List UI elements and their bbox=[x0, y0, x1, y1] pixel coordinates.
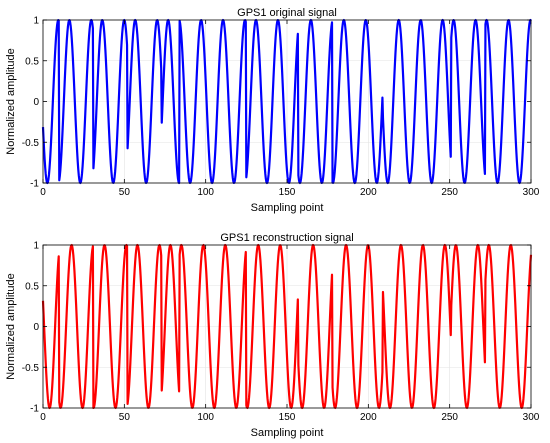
x-tick-label: 150 bbox=[279, 187, 296, 198]
y-tick-label: -1 bbox=[30, 404, 39, 415]
x-tick-label: 0 bbox=[40, 187, 46, 198]
x-tick-label: 100 bbox=[197, 187, 214, 198]
x-tick-label: 250 bbox=[441, 412, 458, 423]
x-tick-label: 300 bbox=[523, 187, 540, 198]
x-tick-label: 250 bbox=[441, 187, 458, 198]
chart-title: GPS1 reconstruction signal bbox=[220, 232, 353, 244]
y-tick-label: 1 bbox=[33, 241, 39, 252]
x-tick-label: 200 bbox=[360, 187, 377, 198]
x-tick-label: 300 bbox=[523, 412, 540, 423]
series-line-2-1 bbox=[41, 243, 533, 410]
y-axis-label: Normalized amplitude bbox=[5, 273, 17, 379]
x-tick-label: 200 bbox=[360, 412, 377, 423]
y-tick-label: -0.5 bbox=[22, 138, 40, 149]
chart-panel-2: 0 50 100 150 200 250 300 -1 -0.5 0 0.5 1 GPS1 recons… bbox=[5, 232, 540, 439]
y-tick-label: 0 bbox=[33, 322, 39, 333]
y-tick-label: 0.5 bbox=[25, 56, 39, 67]
y-tick-label: -1 bbox=[30, 179, 39, 190]
x-tick-label: 150 bbox=[279, 412, 296, 423]
chart-title: GPS1 original signal bbox=[237, 7, 337, 19]
y-tick-label: 1 bbox=[33, 16, 39, 27]
x-tick-label: 0 bbox=[40, 412, 46, 423]
chart-panel-1: 0 50 100 150 200 250 300 -1 -0.5 0 0.5 1 GPS1 origin… bbox=[5, 7, 540, 214]
x-tick-label: 50 bbox=[119, 412, 131, 423]
y-tick-label: 0 bbox=[33, 97, 39, 108]
x-axis-label: Sampling point bbox=[251, 427, 324, 439]
y-axis-label: Normalized amplitude bbox=[5, 48, 17, 154]
y-tick-label: -0.5 bbox=[22, 363, 40, 374]
x-axis-label: Sampling point bbox=[251, 202, 324, 214]
y-tick-label: 0.5 bbox=[25, 281, 39, 292]
x-tick-label: 50 bbox=[119, 187, 131, 198]
x-tick-label: 100 bbox=[197, 412, 214, 423]
